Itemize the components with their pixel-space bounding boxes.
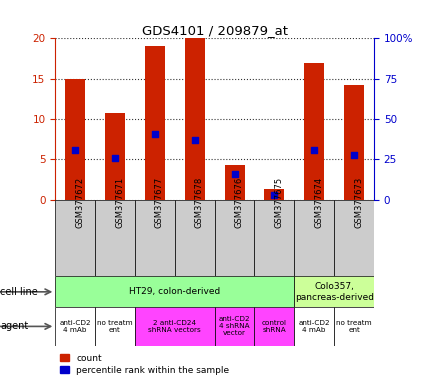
Bar [185,38,205,200]
Bar [264,189,284,200]
Point [311,147,317,153]
Bar [294,307,334,346]
Text: control
shRNA: control shRNA [262,320,287,333]
Bar [135,200,175,276]
Bar [255,200,294,276]
Text: GSM377677: GSM377677 [155,177,164,228]
Point [112,155,119,161]
Bar [55,307,95,346]
Text: anti-CD2
4 mAb: anti-CD2 4 mAb [60,320,91,333]
Text: agent: agent [0,321,28,331]
Bar [215,200,255,276]
Bar [344,85,364,200]
Text: GSM377674: GSM377674 [314,177,323,228]
Text: GSM377673: GSM377673 [354,177,363,228]
Bar [255,307,294,346]
Bar [304,63,324,200]
Bar [145,46,165,200]
Bar [294,276,374,307]
Text: HT29, colon-derived: HT29, colon-derived [129,287,221,296]
Text: Colo357,
pancreas-derived: Colo357, pancreas-derived [295,282,374,301]
Text: anti-CD2
4 shRNA
vector: anti-CD2 4 shRNA vector [219,316,250,336]
Text: no treatm
ent: no treatm ent [97,320,133,333]
Text: cell line: cell line [0,287,38,297]
Bar [175,200,215,276]
Text: GSM377672: GSM377672 [75,177,84,228]
Text: GSM377671: GSM377671 [115,177,124,228]
Bar [215,307,255,346]
Point [271,192,278,198]
Bar [65,79,85,200]
Bar [334,200,374,276]
Text: 2 anti-CD24
shRNA vectors: 2 anti-CD24 shRNA vectors [148,320,201,333]
Bar [95,200,135,276]
Bar [334,307,374,346]
Text: no treatm
ent: no treatm ent [336,320,372,333]
Bar [135,307,215,346]
Legend: count, percentile rank within the sample: count, percentile rank within the sample [60,354,229,375]
Bar [224,165,244,200]
Text: anti-CD2
4 mAb: anti-CD2 4 mAb [298,320,330,333]
Bar [294,200,334,276]
Point [72,147,79,153]
Title: GDS4101 / 209879_at: GDS4101 / 209879_at [142,24,288,37]
Bar [95,307,135,346]
Bar [105,113,125,200]
Text: GSM377676: GSM377676 [235,177,244,228]
Bar [55,276,294,307]
Point [231,171,238,177]
Text: GSM377675: GSM377675 [275,177,283,228]
Point [351,151,357,157]
Point [191,137,198,143]
Bar [55,200,95,276]
Text: GSM377678: GSM377678 [195,177,204,228]
Point [151,131,158,137]
